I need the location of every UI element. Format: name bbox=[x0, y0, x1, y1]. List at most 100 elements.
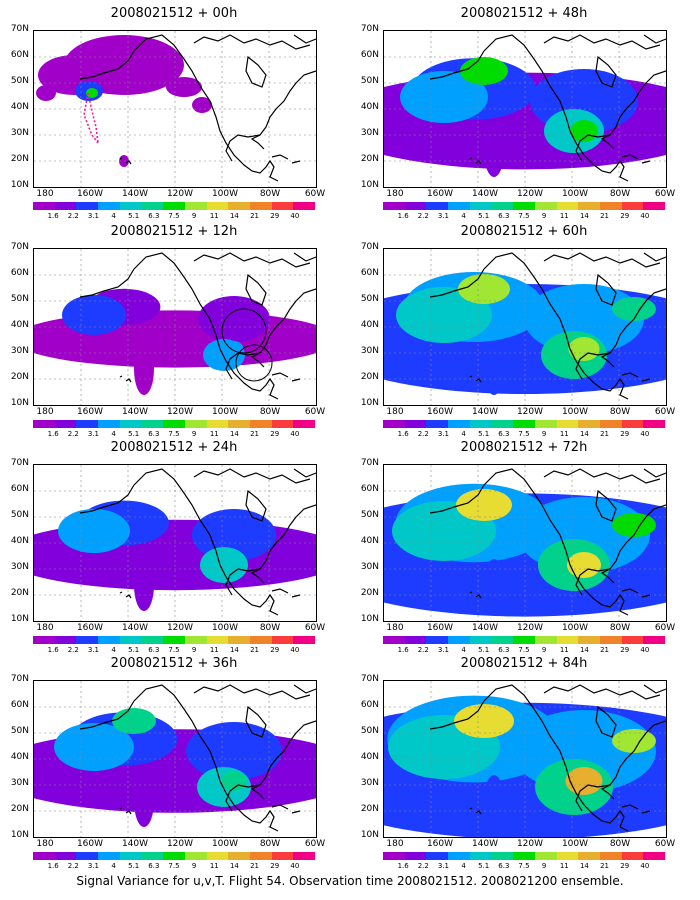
colorbar-label: 3.1 bbox=[87, 862, 99, 870]
colorbar-swatch bbox=[513, 852, 535, 860]
colorbar-label: 3.1 bbox=[437, 646, 449, 654]
colorbar-swatch bbox=[206, 202, 229, 210]
latitude-label: 20N bbox=[10, 372, 29, 382]
colorbar-swatch bbox=[426, 636, 449, 644]
latitude-label: 20N bbox=[360, 154, 379, 164]
latitude-label: 70N bbox=[360, 458, 379, 468]
colorbar-label: 3.1 bbox=[437, 212, 449, 220]
longitude-label: 100W bbox=[561, 407, 589, 417]
colorbar-label: 11 bbox=[559, 430, 569, 438]
colorbar-swatch bbox=[404, 202, 427, 210]
coastline bbox=[293, 468, 316, 478]
variance-field bbox=[384, 249, 666, 405]
colorbar-swatch bbox=[513, 202, 535, 210]
colorbar-swatch bbox=[54, 636, 77, 644]
coastline bbox=[641, 378, 651, 382]
latitude-label: 40N bbox=[360, 320, 379, 330]
variance-contour bbox=[460, 57, 508, 85]
coastline bbox=[621, 588, 639, 594]
coastline bbox=[193, 684, 311, 700]
colorbar-swatch bbox=[76, 420, 99, 428]
colorbar-label: 1.6 bbox=[47, 646, 59, 654]
colorbar-label: 40 bbox=[640, 212, 650, 220]
variance-contour bbox=[570, 120, 598, 142]
colorbar bbox=[383, 852, 665, 860]
longitude-label: 80W bbox=[259, 623, 281, 633]
colorbar-label: 4 bbox=[111, 862, 116, 870]
colorbar-swatch bbox=[141, 852, 164, 860]
colorbar-label: 2.2 bbox=[67, 862, 79, 870]
colorbar-label: 6.3 bbox=[498, 430, 510, 438]
latitude-label: 50N bbox=[10, 510, 29, 520]
latitude-label: 30N bbox=[10, 128, 29, 138]
colorbar-swatch bbox=[141, 202, 164, 210]
longitude-label: 180 bbox=[36, 839, 54, 849]
longitude-label: 160W bbox=[426, 189, 454, 199]
colorbar-swatch bbox=[534, 420, 557, 428]
colorbar-label: 7.5 bbox=[518, 212, 530, 220]
panel-title: 2008021512 + 24h bbox=[110, 440, 238, 455]
longitude-label: 180 bbox=[386, 839, 404, 849]
colorbar-swatch bbox=[249, 852, 272, 860]
colorbar-swatch bbox=[383, 852, 405, 860]
forecast-map-panel bbox=[383, 680, 667, 838]
coastline bbox=[575, 568, 611, 596]
colorbar-label: 29 bbox=[270, 212, 280, 220]
colorbar-swatch bbox=[54, 420, 77, 428]
colorbar-label: 11 bbox=[209, 862, 219, 870]
coastline bbox=[641, 810, 651, 814]
latitude-label: 30N bbox=[10, 778, 29, 788]
colorbar-label: 5.1 bbox=[478, 862, 490, 870]
colorbar-label: 21 bbox=[250, 646, 260, 654]
variance-contour bbox=[224, 341, 244, 357]
longitude-label: 120W bbox=[166, 623, 194, 633]
colorbar-swatch bbox=[98, 852, 120, 860]
colorbar-label: 5.1 bbox=[128, 212, 140, 220]
coastline bbox=[245, 273, 267, 306]
colorbar-label: 40 bbox=[640, 646, 650, 654]
forecast-map-panel bbox=[33, 464, 317, 622]
panel-title: 2008021512 + 84h bbox=[460, 656, 588, 671]
colorbar-label: 1.6 bbox=[397, 430, 409, 438]
variance-contour bbox=[565, 767, 603, 795]
colorbar-swatch bbox=[228, 420, 250, 428]
colorbar-swatch bbox=[228, 202, 250, 210]
latitude-label: 70N bbox=[10, 458, 29, 468]
variance-contour bbox=[567, 552, 601, 578]
coastline bbox=[250, 70, 316, 150]
latitude-label: 70N bbox=[10, 242, 29, 252]
colorbar-swatch bbox=[98, 202, 120, 210]
colorbar-label: 6.3 bbox=[498, 646, 510, 654]
colorbar-swatch bbox=[33, 636, 55, 644]
longitude-label: 160W bbox=[426, 839, 454, 849]
colorbar-swatch bbox=[469, 636, 492, 644]
coastline bbox=[271, 804, 289, 810]
coastline bbox=[193, 34, 311, 50]
colorbar-label: 2.2 bbox=[417, 212, 429, 220]
colorbar-label: 7.5 bbox=[168, 862, 180, 870]
colorbar-swatch bbox=[491, 852, 514, 860]
colorbar-label: 14 bbox=[229, 862, 239, 870]
coastline bbox=[125, 594, 132, 599]
colorbar-label: 7.5 bbox=[168, 212, 180, 220]
colorbar-swatch bbox=[621, 636, 644, 644]
latitude-label: 20N bbox=[10, 804, 29, 814]
colorbar-label: 5.1 bbox=[478, 646, 490, 654]
panel-title: 2008021512 + 36h bbox=[110, 656, 238, 671]
colorbar-label: 29 bbox=[270, 430, 280, 438]
colorbar-swatch bbox=[184, 420, 207, 428]
longitude-label: 140W bbox=[471, 839, 499, 849]
latitude-label: 30N bbox=[360, 128, 379, 138]
colorbar-label: 29 bbox=[620, 646, 630, 654]
colorbar-label: 3.1 bbox=[437, 862, 449, 870]
variance-contour bbox=[62, 295, 126, 335]
longitude-label: 100W bbox=[211, 407, 239, 417]
longitude-label: 180 bbox=[386, 407, 404, 417]
colorbar-swatch bbox=[293, 636, 315, 644]
colorbar-swatch bbox=[119, 852, 142, 860]
colorbar-label: 6.3 bbox=[148, 212, 160, 220]
colorbar-label: 11 bbox=[209, 212, 219, 220]
colorbar-label: 21 bbox=[250, 212, 260, 220]
latitude-label: 30N bbox=[360, 778, 379, 788]
forecast-map-panel bbox=[33, 248, 317, 406]
